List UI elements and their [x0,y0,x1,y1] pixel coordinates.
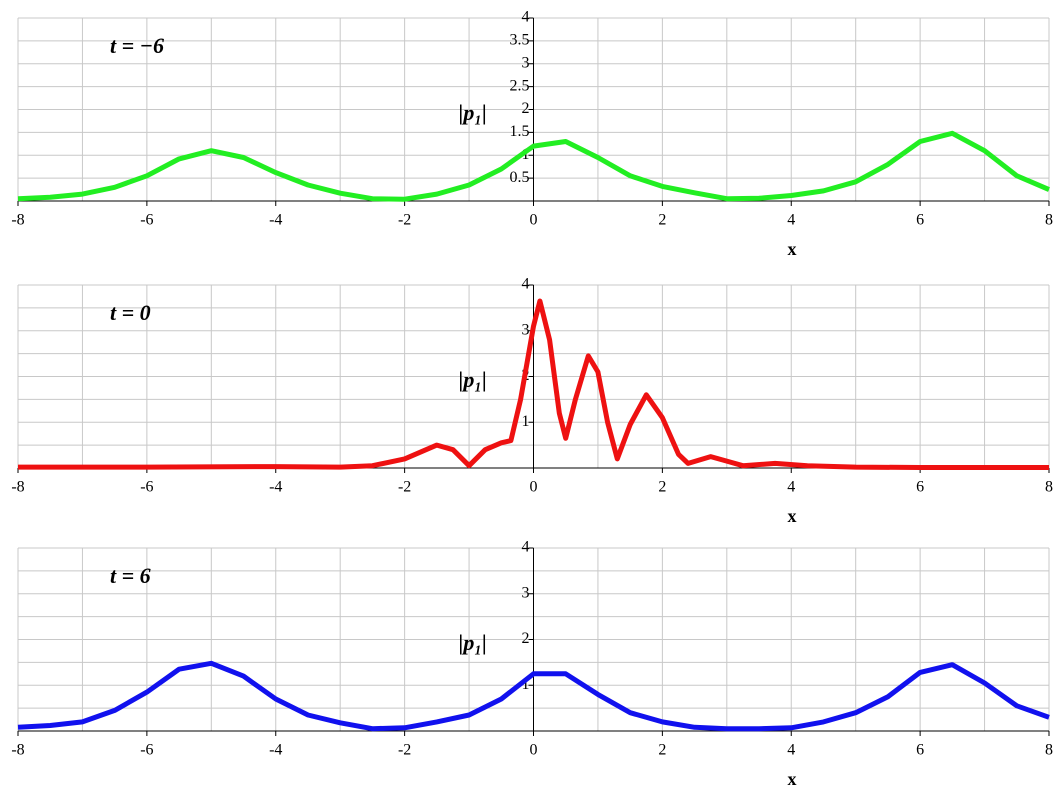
y-tick-label: 4 [522,539,530,556]
x-tick-label: -4 [269,742,282,759]
y-axis-label: |p₁| [459,367,487,392]
y-tick-label: 4 [522,276,530,293]
y-tick-label: 2.5 [510,77,530,94]
x-tick-label: 4 [787,212,795,229]
y-tick-label: 1.5 [510,123,530,140]
x-tick-label: -2 [398,479,411,496]
x-tick-label: 2 [658,742,666,759]
y-tick-label: 2 [522,100,530,117]
x-tick-label: -6 [140,212,153,229]
y-tick-label: 1 [522,676,530,693]
y-tick-label: 3.5 [510,32,530,49]
y-axis-label: |p₁| [459,630,487,655]
x-tick-label: 8 [1045,212,1053,229]
y-tick-label: 0.5 [510,169,530,186]
y-tick-label: 4 [522,9,530,26]
x-tick-label: 6 [916,479,924,496]
x-tick-label: 2 [658,212,666,229]
x-tick-label: -8 [11,479,24,496]
y-tick-label: 1 [522,413,530,430]
data-line [17,130,1050,202]
annotation: t = −6 [110,33,164,58]
annotation: t = 0 [110,300,151,325]
x-tick-label: 2 [658,479,666,496]
y-tick-label: 2 [522,630,530,647]
x-tick-label: -6 [140,742,153,759]
x-tick-label: 8 [1045,742,1053,759]
x-axis-label: x [788,769,797,789]
x-tick-label: -6 [140,479,153,496]
x-tick-label: 4 [787,479,795,496]
data-line [18,298,1049,470]
x-tick-label: 4 [787,742,795,759]
x-tick-label: 6 [916,212,924,229]
annotation: t = 6 [110,563,151,588]
x-tick-label: -8 [11,742,24,759]
y-axis-label: |p₁| [459,100,487,125]
x-tick-label: -8 [11,212,24,229]
x-axis-label: x [788,506,797,526]
x-tick-label: -4 [269,479,282,496]
y-tick-label: 3 [522,584,530,601]
x-tick-label: 8 [1045,479,1053,496]
data-line [17,660,1050,732]
x-tick-label: 0 [530,212,538,229]
y-tick-label: 3 [522,54,530,71]
x-tick-label: -2 [398,212,411,229]
x-tick-label: 6 [916,742,924,759]
x-tick-label: 0 [530,742,538,759]
x-axis-label: x [788,239,797,259]
x-tick-label: -2 [398,742,411,759]
y-tick-label: 3 [522,321,530,338]
x-tick-label: 0 [530,479,538,496]
x-tick-label: -4 [269,212,282,229]
